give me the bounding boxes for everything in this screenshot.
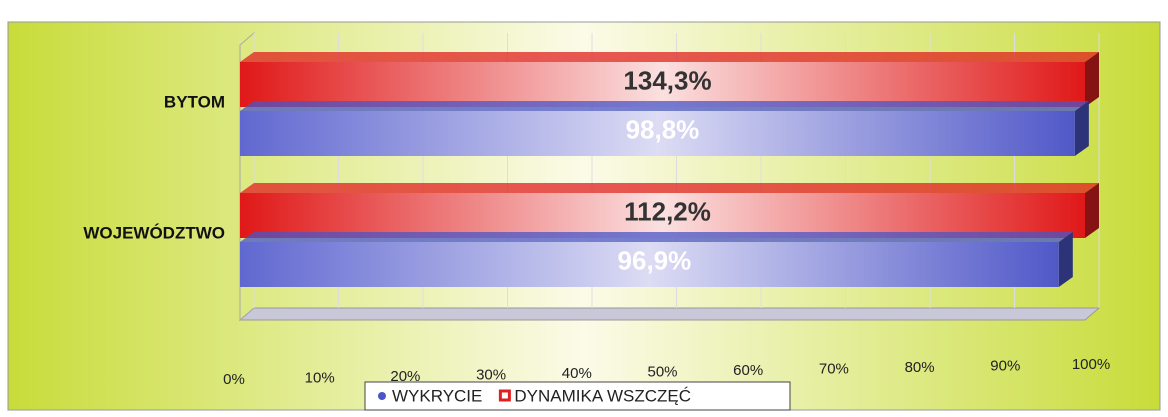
bar — [240, 193, 1085, 238]
bar-top — [240, 232, 1073, 242]
data-label: 98,8% — [626, 114, 700, 144]
legend-label: DYNAMIKA WSZCZĘĆ — [514, 386, 691, 405]
data-label: 134,3% — [623, 65, 711, 95]
bar-top — [240, 52, 1099, 62]
y-tick-label: WOJEWÓDZTWO — [83, 223, 225, 242]
x-tick-label: 70% — [819, 360, 849, 377]
bar-side — [1074, 101, 1089, 156]
x-tick-label: 100% — [1072, 356, 1110, 373]
bar — [240, 111, 1075, 156]
data-label: 112,2% — [624, 196, 711, 226]
floor — [238, 307, 1101, 321]
y-tick-label: BYTOM — [164, 92, 225, 111]
legend — [364, 381, 791, 411]
bar-side — [1058, 232, 1073, 287]
x-tick-label: 40% — [562, 365, 592, 382]
x-tick-label: 30% — [476, 366, 506, 383]
x-tick-label: 50% — [647, 363, 677, 380]
data-label: 96,9% — [618, 245, 692, 275]
x-tick-label: 10% — [305, 369, 335, 386]
bar-side — [1085, 183, 1099, 238]
labels: 134,3% 98,8% 112,2% 96,9% — [618, 65, 712, 275]
legend-label: WYKRYCIE — [392, 386, 482, 405]
x-tick-label: 20% — [390, 368, 420, 385]
x-tick-label: 80% — [905, 359, 935, 376]
bar — [240, 62, 1085, 107]
bars — [240, 52, 1099, 287]
x-tick-label: 60% — [733, 362, 763, 379]
bar-top — [240, 101, 1089, 111]
legend-swatch — [498, 389, 511, 402]
x-tick-label: 90% — [990, 357, 1020, 374]
bar-side — [1085, 52, 1099, 107]
bar — [240, 242, 1059, 287]
x-tick-label: 0% — [223, 371, 245, 388]
bar-top — [240, 183, 1099, 193]
legend-swatch — [378, 392, 386, 400]
